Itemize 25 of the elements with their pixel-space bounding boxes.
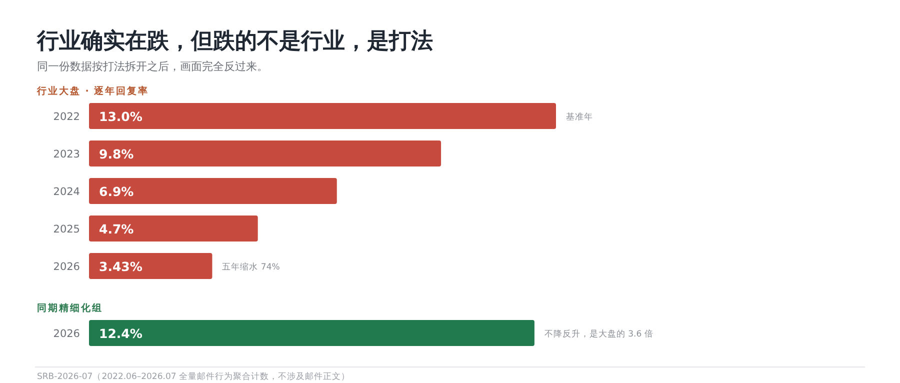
y-tick-label: 2024: [53, 186, 80, 198]
y-tick-label: 2026: [53, 261, 80, 273]
annotation: 五年缩水 74%: [222, 262, 280, 272]
chart-title: 行业大盘 · 逐年回复率: [36, 85, 150, 97]
bar: [89, 140, 442, 166]
annotation: 基准年: [566, 112, 593, 122]
data-label: 9.8%: [99, 146, 134, 162]
y-tick-label: 2023: [53, 148, 80, 160]
y-tick-label: 2022: [53, 111, 80, 123]
bar: [89, 253, 212, 279]
text: SRB-2026-07（2022.06–2026.07 全量邮件行为聚合计数，不涉及邮件正文）: [37, 371, 350, 382]
data-label: 12.4%: [99, 326, 143, 341]
text: 同一份数据按打法拆开之后，画面完全反过来。: [37, 60, 268, 73]
text: 不降反升，是大盘的 3.6 倍: [544, 328, 654, 340]
y-tick-label: 2026: [53, 328, 80, 340]
data-label: 4.7%: [99, 222, 134, 236]
bar: [89, 216, 258, 242]
text: 行业确实在跌，但跌的不是行业，是打法: [36, 28, 433, 54]
y-tick-label: 2025: [53, 224, 80, 236]
data-label: 13.0%: [99, 109, 143, 124]
bar: [89, 178, 337, 204]
bar: [89, 103, 556, 129]
data-label: 6.9%: [99, 184, 134, 199]
data-label: 3.43%: [99, 259, 143, 274]
chart-title: 同期精细化组: [37, 302, 103, 314]
